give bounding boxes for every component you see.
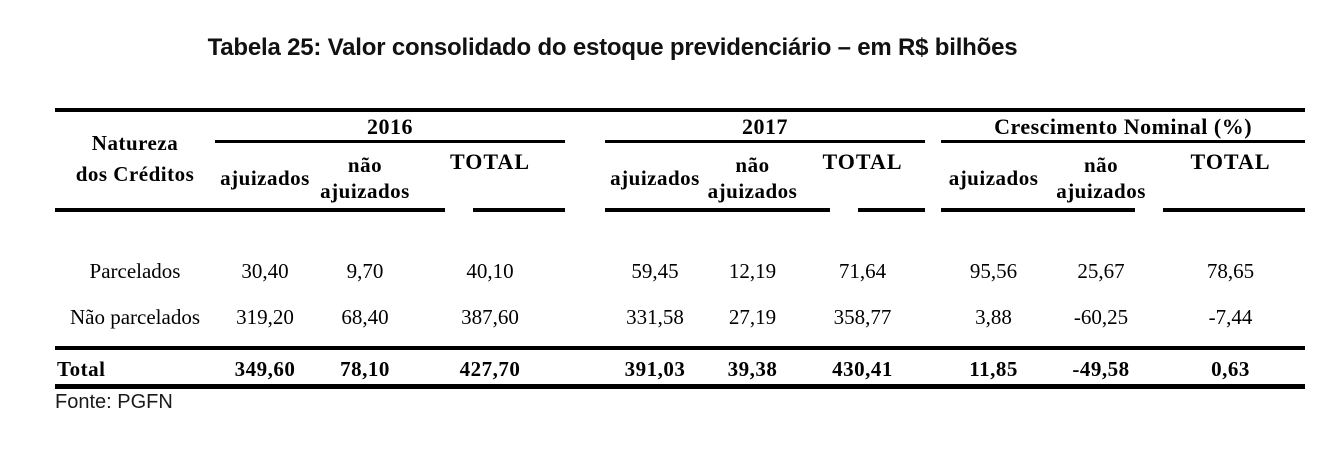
- spacer: [925, 294, 941, 340]
- total-row-top-rule: [55, 346, 1305, 350]
- cell: 0,63: [1211, 356, 1250, 381]
- cell: 12,19: [728, 258, 777, 283]
- cell: -7,44: [1208, 304, 1253, 329]
- subheader-2017-nao-ajuizados: não ajuizados: [707, 152, 798, 203]
- spacer: [565, 294, 605, 340]
- row-label-total: Total: [57, 356, 106, 381]
- spacer: [925, 108, 941, 210]
- header-bottom-rule-seg6: [1163, 208, 1305, 212]
- cell: 427,70: [459, 356, 521, 381]
- cell: 9,70: [346, 258, 384, 283]
- cell: 3,88: [975, 304, 1012, 329]
- table-row-parcelados: Parcelados 30,40 9,70 40,10 59,45 12,19 …: [55, 248, 1305, 294]
- data-table: Natureza dos Créditos 2016 2017 Crescime…: [55, 108, 1305, 386]
- spacer: [55, 210, 1305, 248]
- table-row-total: Total 349,60 78,10 427,70 391,03 39,38 4…: [55, 352, 1305, 386]
- cell: 331,58: [626, 304, 684, 329]
- row-label: Parcelados: [89, 258, 181, 283]
- spacer: [925, 352, 941, 386]
- cell: 68,40: [341, 304, 389, 329]
- cell: 391,03: [624, 356, 686, 381]
- header-bottom-rule-seg1: [55, 208, 445, 212]
- spacer: [565, 248, 605, 294]
- group-header-crescimento: Crescimento Nominal (%): [994, 114, 1253, 139]
- spacer: [565, 352, 605, 386]
- header-bottom-rule-seg5: [941, 208, 1135, 212]
- consolidated-stock-table: Natureza dos Créditos 2016 2017 Crescime…: [55, 108, 1305, 400]
- group-2017-underline: [605, 140, 925, 143]
- header-bottom-rule-seg2: [473, 208, 565, 212]
- group-header-2017: 2017: [742, 114, 789, 139]
- cell: 349,60: [234, 356, 296, 381]
- cell: 71,64: [838, 258, 887, 283]
- subheader-2016-total: TOTAL: [450, 149, 530, 174]
- group-crescimento-underline: [941, 140, 1305, 143]
- cell: 11,85: [969, 356, 1018, 381]
- row-label: Não parcelados: [69, 304, 201, 329]
- cell: 358,77: [833, 304, 892, 329]
- cell: -49,58: [1072, 356, 1130, 381]
- subheader-2016-ajuizados: ajuizados: [220, 165, 310, 190]
- group-header-2016: 2016: [367, 114, 413, 139]
- cell: 430,41: [832, 356, 893, 381]
- subheader-2016-nao-ajuizados: não ajuizados: [320, 152, 410, 203]
- cell: -60,25: [1073, 304, 1129, 329]
- cell: 59,45: [631, 258, 679, 283]
- table-title: Tabela 25: Valor consolidado do estoque …: [207, 34, 1018, 61]
- cell: 27,19: [728, 304, 777, 329]
- subheader-crescimento-nao-ajuizados: não ajuizados: [1056, 152, 1146, 203]
- header-bottom-rule-seg3: [605, 208, 830, 212]
- cell: 319,20: [236, 304, 294, 329]
- cell: 78,10: [340, 356, 390, 381]
- table-row-nao-parcelados: Não parcelados 319,20 68,40 387,60 331,5…: [55, 294, 1305, 340]
- cell: 78,65: [1206, 258, 1255, 283]
- cell: 40,10: [466, 258, 514, 283]
- spacer: [565, 108, 605, 210]
- source-note: Fonte: PGFN: [55, 391, 173, 413]
- group-2016-underline: [215, 140, 565, 143]
- subheader-crescimento-ajuizados: ajuizados: [948, 165, 1039, 190]
- cell: 39,38: [727, 356, 778, 381]
- cell: 387,60: [461, 304, 519, 329]
- spacer: [925, 248, 941, 294]
- table-bottom-rule: [55, 384, 1305, 389]
- cell: 25,67: [1077, 258, 1125, 283]
- header-bottom-rule-seg4: [858, 208, 925, 212]
- table-top-rule: [55, 108, 1305, 112]
- subheader-2017-total: TOTAL: [822, 149, 903, 174]
- cell: 30,40: [241, 258, 289, 283]
- row-header-natureza: Natureza dos Créditos: [75, 130, 195, 187]
- subheader-2017-ajuizados: ajuizados: [610, 165, 700, 190]
- subheader-crescimento-total: TOTAL: [1190, 149, 1271, 174]
- cell: 95,56: [969, 258, 1018, 283]
